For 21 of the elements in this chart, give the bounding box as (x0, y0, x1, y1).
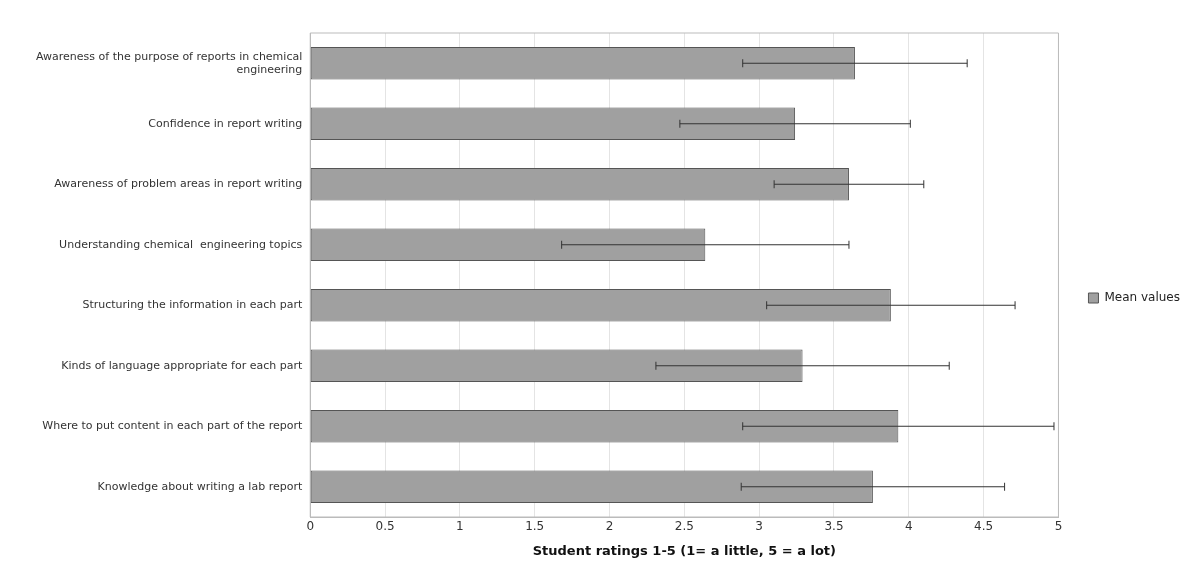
x-tick-label: 5 (1054, 519, 1063, 534)
x-tick-label: 2 (605, 519, 614, 534)
x-axis-title: Student ratings 1-5 (1= a little, 5 = a lot) (532, 542, 836, 558)
y-tick-label: Where to put content in each part of the report (42, 419, 303, 433)
y-tick-label: Confidence in report writing (148, 116, 303, 130)
x-tick-label: 4.5 (974, 519, 994, 534)
x-tick-label: 1 (456, 519, 464, 534)
x-tick-label: 4 (905, 519, 913, 534)
y-tick-label: Knowledge about writing a lab report (97, 479, 303, 493)
x-tick-label: 0.5 (375, 519, 395, 534)
y-tick-label: Awareness of the purpose of reports in chemical engineering (36, 49, 303, 76)
legend-label: Mean values (1104, 290, 1181, 305)
x-tick-label: 2.5 (674, 519, 694, 534)
x-tick-label: 1.5 (525, 519, 545, 534)
x-tick-label: 0 (306, 519, 315, 534)
y-tick-label: Awareness of problem areas in report writing (54, 177, 303, 191)
y-tick-label: Kinds of language appropriate for each part (61, 358, 303, 372)
y-tick-label: Structuring the information in each part (82, 298, 303, 312)
x-tick-label: 3 (755, 519, 763, 534)
x-tick-label: 3.5 (824, 519, 844, 534)
y-tick-label: Understanding chemical engineering topics (59, 237, 303, 251)
